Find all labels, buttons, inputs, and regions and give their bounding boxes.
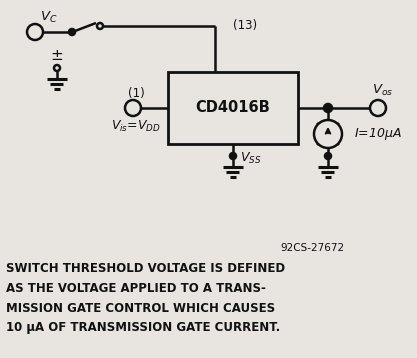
Text: MISSION GATE CONTROL WHICH CAUSES: MISSION GATE CONTROL WHICH CAUSES	[6, 301, 275, 314]
Circle shape	[69, 29, 75, 35]
Circle shape	[230, 153, 236, 159]
Text: $V_C$: $V_C$	[40, 9, 58, 25]
Circle shape	[370, 100, 386, 116]
Text: 92CS-27672: 92CS-27672	[280, 243, 344, 253]
Text: AS THE VOLTAGE APPLIED TO A TRANS-: AS THE VOLTAGE APPLIED TO A TRANS-	[6, 281, 266, 295]
Circle shape	[325, 153, 331, 159]
Text: $V_{SS}$: $V_{SS}$	[240, 150, 262, 165]
Text: SWITCH THRESHOLD VOLTAGE IS DEFINED: SWITCH THRESHOLD VOLTAGE IS DEFINED	[6, 261, 285, 275]
Circle shape	[324, 104, 332, 112]
Text: $V_{os}$: $V_{os}$	[372, 82, 394, 97]
Circle shape	[97, 23, 103, 29]
Text: (13): (13)	[233, 19, 257, 33]
Circle shape	[27, 24, 43, 40]
Text: ±: ±	[50, 48, 63, 63]
Circle shape	[314, 120, 342, 148]
Text: $V_{is}$=$V_{DD}$: $V_{is}$=$V_{DD}$	[111, 118, 161, 134]
Text: 10 μA OF TRANSMISSION GATE CURRENT.: 10 μA OF TRANSMISSION GATE CURRENT.	[6, 321, 280, 334]
Text: $I$=10$μ$A: $I$=10$μ$A	[354, 126, 402, 142]
Text: (1): (1)	[128, 87, 144, 101]
Bar	[168, 72, 298, 144]
Circle shape	[54, 65, 60, 71]
Text: CD4016B: CD4016B	[196, 101, 270, 116]
Circle shape	[125, 100, 141, 116]
